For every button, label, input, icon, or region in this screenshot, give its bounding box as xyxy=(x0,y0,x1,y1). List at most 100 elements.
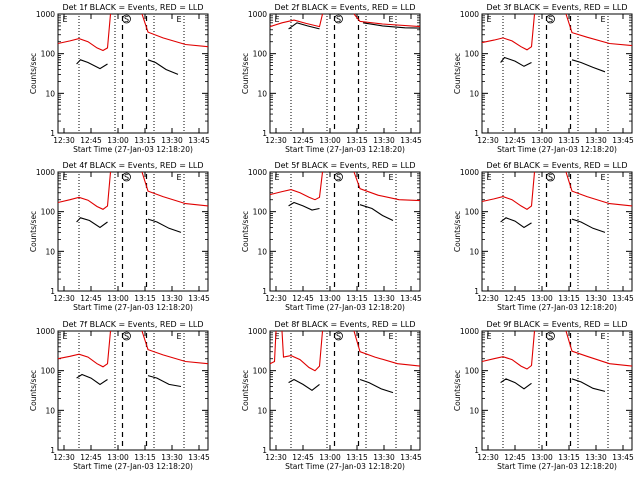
panel-det-6: Det 6f BLACK = Events, RED = LLD 1 10 100 10… xyxy=(453,161,634,312)
y-tick-label: 10 xyxy=(469,406,479,415)
y-tick-label: 1 xyxy=(262,287,267,296)
x-tick-label: 12:45 xyxy=(292,136,314,145)
x-tick-label: 13:15 xyxy=(346,136,368,145)
x-tick-label: 13:30 xyxy=(161,453,183,462)
y-tick-label: 1000 xyxy=(36,168,55,177)
events-series-line xyxy=(76,217,108,229)
y-tick-label: 100 xyxy=(41,208,56,217)
x-tick-label: 12:45 xyxy=(292,294,314,303)
x-tick-label: 13:45 xyxy=(188,453,210,462)
panel-title: Det 7f BLACK = Events, RED = LLD xyxy=(62,320,203,329)
y-axis-label: Counts/sec xyxy=(29,211,38,252)
region-marker: S xyxy=(124,15,129,24)
y-tick-label: 1000 xyxy=(36,327,55,336)
plot-frame xyxy=(57,330,209,451)
events-series-line xyxy=(571,218,606,233)
x-tick-label: 12:30 xyxy=(477,136,499,145)
lld-series-line xyxy=(269,330,277,365)
saa-marker-ring xyxy=(334,14,343,24)
x-tick-label: 13:15 xyxy=(346,453,368,462)
x-tick-label: 12:30 xyxy=(265,136,287,145)
x-tick-label: 13:30 xyxy=(585,453,607,462)
x-tick-label: 13:45 xyxy=(612,453,634,462)
x-axis-label: Start Time (27-Jan-03 12:18:20) xyxy=(497,145,617,154)
lld-series-line xyxy=(57,171,112,210)
x-tick-label: 12:30 xyxy=(265,294,287,303)
saa-marker-ring xyxy=(122,172,131,182)
lld-series-line xyxy=(565,330,633,367)
y-axis-label: Counts/sec xyxy=(29,53,38,94)
panel-det-8: Det 8f BLACK = Events, RED = LLD 1 10 100 10… xyxy=(241,320,422,471)
panel-det-5: Det 5f BLACK = Events, RED = LLD 1 10 100 10… xyxy=(241,161,422,312)
x-tick-label: 13:45 xyxy=(400,294,422,303)
saa-marker-ring xyxy=(546,331,555,341)
x-tick-label: 12:45 xyxy=(504,294,526,303)
plot-frame xyxy=(57,171,209,292)
y-tick-label: 10 xyxy=(469,89,479,98)
lld-series-line xyxy=(353,330,421,367)
x-tick-label: 13:30 xyxy=(161,294,183,303)
x-axis-label: Start Time (27-Jan-03 12:18:20) xyxy=(285,303,405,312)
region-marker: E xyxy=(176,332,181,341)
y-tick-label: 10 xyxy=(45,247,55,256)
panel-det-4: Det 4f BLACK = Events, RED = LLD 1 10 100 10… xyxy=(29,161,210,312)
x-tick-label: 13:30 xyxy=(373,453,395,462)
x-tick-label: 13:15 xyxy=(134,294,156,303)
region-marker: S xyxy=(124,173,129,182)
panel-title: Det 2f BLACK = Events, RED = LLD xyxy=(274,3,415,12)
x-tick-label: 13:30 xyxy=(373,136,395,145)
lld-series-line xyxy=(565,171,633,207)
events-series-line xyxy=(288,378,320,391)
y-tick-label: 10 xyxy=(257,406,267,415)
lld-series-line xyxy=(481,13,536,51)
region-marker: E xyxy=(62,332,67,341)
panel-title: Det 8f BLACK = Events, RED = LLD xyxy=(274,320,415,329)
region-marker: E xyxy=(62,15,67,24)
y-tick-label: 10 xyxy=(45,89,55,98)
saa-marker-ring xyxy=(334,331,343,341)
region-marker: E xyxy=(176,173,181,182)
x-tick-label: 12:30 xyxy=(53,294,75,303)
lld-series-line xyxy=(269,13,324,28)
panel-det-3: Det 3f BLACK = Events, RED = LLD 1 10 100 10… xyxy=(453,3,634,154)
events-series-line xyxy=(288,201,320,211)
region-marker: S xyxy=(548,332,553,341)
events-series-line xyxy=(500,56,532,67)
y-tick-label: 1000 xyxy=(36,10,55,19)
region-marker: S xyxy=(336,332,341,341)
x-axis-label: Start Time (27-Jan-03 12:18:20) xyxy=(285,145,405,154)
x-tick-label: 13:30 xyxy=(373,294,395,303)
plot-frame xyxy=(269,13,421,134)
region-marker: S xyxy=(548,15,553,24)
y-tick-label: 1 xyxy=(50,287,55,296)
lld-series-line xyxy=(141,330,209,365)
y-tick-label: 100 xyxy=(253,367,268,376)
x-axis-label: Start Time (27-Jan-03 12:18:20) xyxy=(497,303,617,312)
y-tick-label: 1000 xyxy=(248,10,267,19)
x-axis-label: Start Time (27-Jan-03 12:18:20) xyxy=(73,462,193,471)
y-axis-label: Counts/sec xyxy=(453,53,462,94)
panel-det-2: Det 2f BLACK = Events, RED = LLD 1 10 100 10… xyxy=(241,3,422,154)
y-tick-label: 10 xyxy=(45,406,55,415)
saa-marker-ring xyxy=(334,172,343,182)
y-axis-label: Counts/sec xyxy=(453,211,462,252)
y-tick-label: 1000 xyxy=(248,168,267,177)
y-tick-label: 10 xyxy=(257,89,267,98)
events-series-line xyxy=(147,218,182,233)
region-marker: E xyxy=(486,15,491,24)
y-tick-label: 10 xyxy=(257,247,267,256)
y-axis-label: Counts/sec xyxy=(241,211,250,252)
lld-series-line xyxy=(269,171,324,201)
events-series-line xyxy=(147,375,182,388)
plot-frame xyxy=(481,171,633,292)
x-tick-label: 12:45 xyxy=(80,136,102,145)
events-series-line xyxy=(571,378,606,392)
region-marker: S xyxy=(548,173,553,182)
y-tick-label: 100 xyxy=(465,50,480,59)
y-tick-label: 1 xyxy=(262,129,267,138)
region-marker: S xyxy=(336,173,341,182)
x-tick-label: 13:30 xyxy=(161,136,183,145)
lld-series-line xyxy=(141,171,209,207)
y-tick-label: 1 xyxy=(474,446,479,455)
